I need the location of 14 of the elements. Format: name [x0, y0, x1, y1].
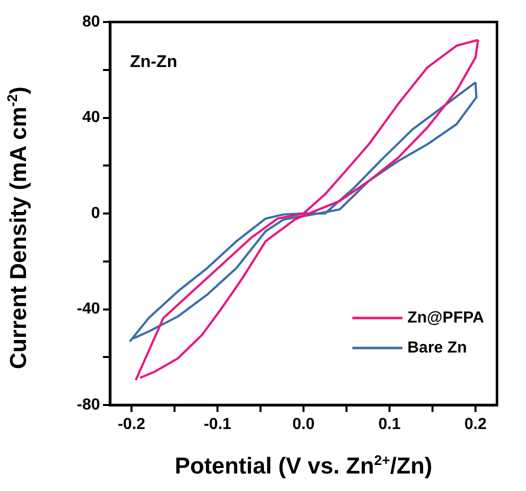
y-tick-label: 80	[82, 13, 100, 30]
x-tick-label: 0.2	[464, 416, 487, 434]
legend-label: Bare Zn	[407, 339, 467, 356]
annotation: Zn-Zn	[130, 52, 178, 72]
x-axis-title: Potential (V vs. Zn$^{2+}$/Zn)	[174, 452, 434, 480]
y-tick-label: -80	[76, 396, 100, 414]
y-tick-label: 0	[91, 204, 100, 222]
x-tick-label: -0.1	[204, 416, 232, 434]
y-tick-label: -40	[76, 300, 100, 318]
y-tick-label: 40	[82, 109, 100, 126]
x-tick-label: -0.2	[118, 416, 146, 434]
x-tick-label: 0.1	[378, 416, 401, 434]
x-tick-label: 0.0	[292, 416, 315, 434]
legend-label: Zn@PFPA	[407, 309, 484, 326]
